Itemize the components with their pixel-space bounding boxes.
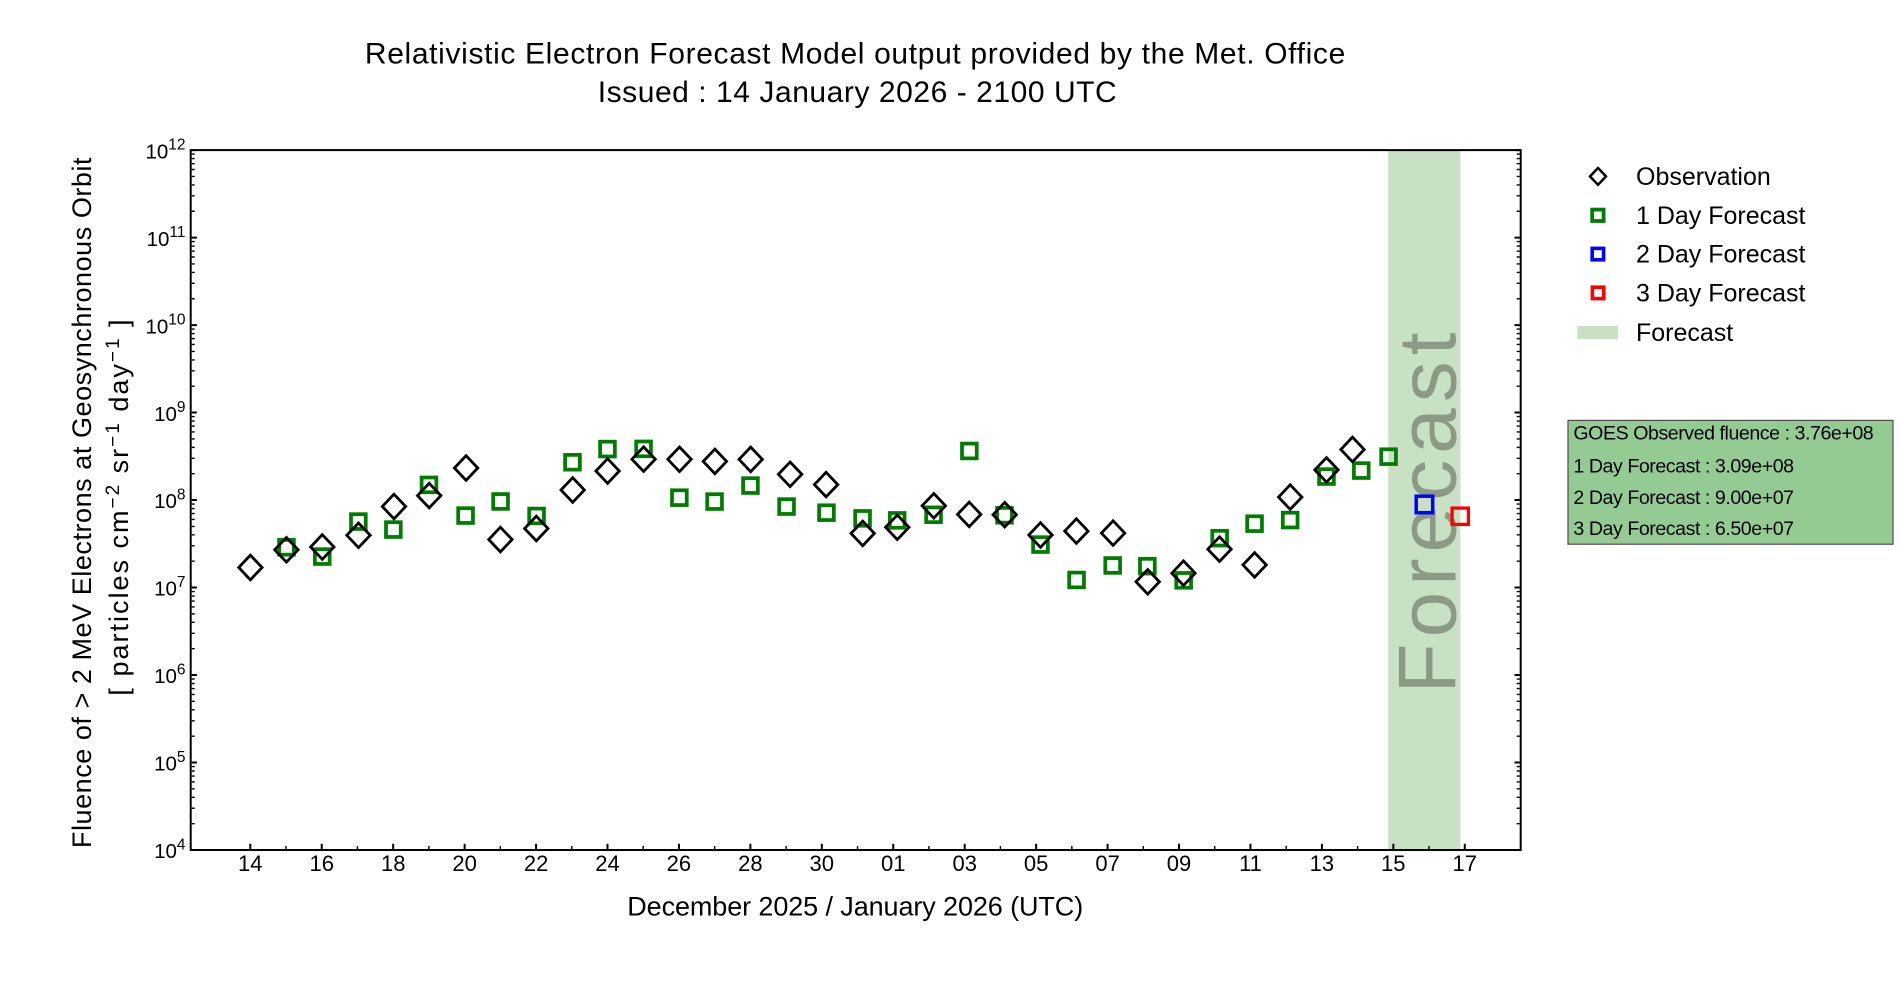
svg-text:1 Day Forecast: 1 Day Forecast [1636,202,1806,230]
svg-text:1 Day Forecast : 3.09e+08: 1 Day Forecast : 3.09e+08 [1573,456,1794,478]
svg-text:2 Day Forecast: 2 Day Forecast [1636,241,1806,269]
svg-text:09: 09 [1167,851,1191,876]
svg-text:30: 30 [810,851,834,876]
svg-text:11: 11 [1239,851,1262,876]
svg-text:14: 14 [238,851,262,876]
svg-text:Relativistic Electron Forecast: Relativistic Electron Forecast Model out… [365,37,1346,70]
svg-text:Fluence of > 2 MeV Electrons a: Fluence of > 2 MeV Electrons at Geosynch… [67,157,97,848]
svg-text:03: 03 [952,851,976,876]
svg-text:GOES Observed fluence : 3.76e+: GOES Observed fluence : 3.76e+08 [1573,423,1873,445]
svg-text:26: 26 [667,851,691,876]
svg-text:2 Day Forecast : 9.00e+07: 2 Day Forecast : 9.00e+07 [1573,487,1793,509]
svg-text:Forecast: Forecast [1636,319,1733,347]
svg-text:3 Day Forecast: 3 Day Forecast [1636,279,1806,307]
svg-text:05: 05 [1024,851,1048,876]
svg-text:December 2025 / January 2026 (: December 2025 / January 2026 (UTC) [627,892,1083,922]
svg-text:3 Day Forecast : 6.50e+07: 3 Day Forecast : 6.50e+07 [1573,518,1793,540]
svg-text:13: 13 [1310,851,1334,876]
svg-text:Forecast: Forecast [1383,327,1474,694]
svg-text:15: 15 [1381,851,1405,876]
svg-text:Issued : 14 January 2026 - 210: Issued : 14 January 2026 - 2100 UTC [598,76,1118,109]
svg-text:07: 07 [1095,851,1119,876]
svg-text:Observation: Observation [1636,163,1771,191]
svg-text:18: 18 [381,851,405,876]
svg-text:24: 24 [595,851,619,876]
svg-text:22: 22 [524,851,548,876]
svg-text:01: 01 [881,851,905,876]
svg-text:28: 28 [738,851,762,876]
svg-text:17: 17 [1453,851,1477,876]
svg-text:16: 16 [309,851,333,876]
svg-text:20: 20 [452,851,476,876]
